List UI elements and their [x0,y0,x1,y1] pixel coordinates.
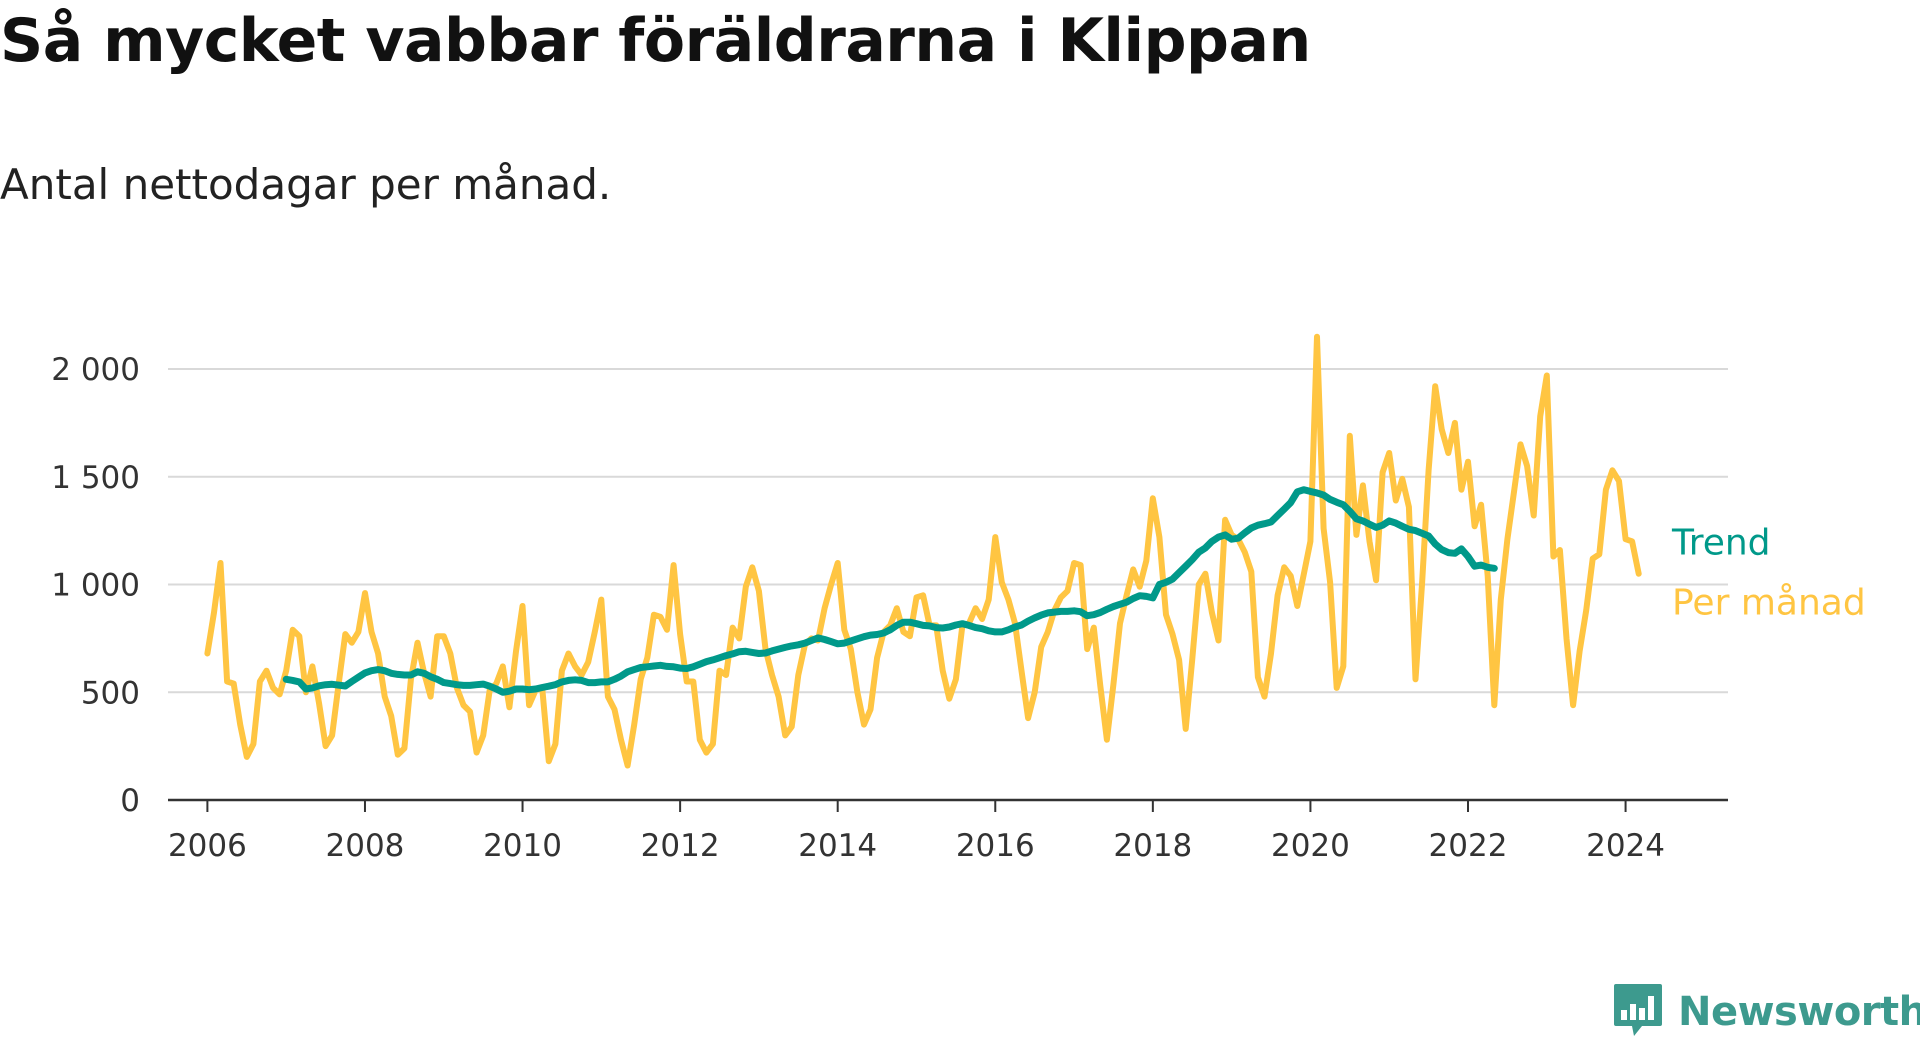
x-tick-label: 2020 [1271,828,1350,864]
chart-title: Så mycket vabbar föräldrarna i Klippan [0,6,1311,76]
x-tick-label: 2010 [483,828,562,864]
x-tick-label: 2008 [326,828,405,864]
x-tick-label: 2006 [168,828,247,864]
x-tick-label: 2024 [1586,828,1665,864]
x-tick-label: 2014 [798,828,877,864]
x-tick-label: 2018 [1113,828,1192,864]
chart-subtitle: Antal nettodagar per månad. [0,160,612,209]
monthly-series-line [204,333,1642,769]
series-lines [204,333,1642,769]
legend: Trend Per månad [1671,522,1866,623]
y-tick-label: 500 [81,675,140,711]
y-tick-label: 0 [120,783,140,819]
legend-label-trend: Trend [1671,522,1771,563]
trend-series-line [282,486,1498,696]
y-tick-label: 2 000 [51,352,140,388]
newsworthy-logo: Newsworthy [1612,980,1920,1044]
y-tick-label: 1 500 [51,460,140,496]
newsworthy-bar-chart-icon [1612,980,1664,1044]
x-tick-label: 2016 [956,828,1035,864]
x-tick-label: 2012 [641,828,720,864]
y-tick-label: 1 000 [51,568,140,604]
x-tick-label: 2022 [1429,828,1508,864]
legend-label-per-manad: Per månad [1672,582,1866,623]
axes: 0 500 1 000 1 500 2 000 2006 2008 2010 2012 2014 2… [51,352,1728,864]
brand-name: Newsworthy [1678,989,1920,1035]
